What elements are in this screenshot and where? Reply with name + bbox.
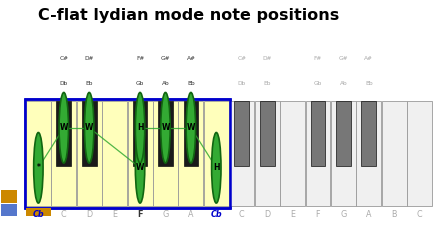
Circle shape: [186, 92, 196, 163]
Text: W: W: [85, 123, 93, 132]
Text: B: B: [392, 210, 397, 219]
Text: F: F: [137, 210, 143, 219]
Bar: [260, 101, 275, 166]
Text: D#: D#: [84, 56, 94, 61]
Text: Gb: Gb: [136, 81, 144, 86]
Text: E: E: [290, 210, 295, 219]
Text: C: C: [417, 210, 422, 219]
Text: W: W: [136, 163, 144, 172]
Bar: [311, 101, 325, 166]
Text: G#: G#: [161, 56, 170, 61]
Circle shape: [84, 92, 94, 163]
Text: Ab: Ab: [340, 81, 347, 86]
Text: D#: D#: [263, 56, 272, 61]
Text: G: G: [340, 210, 347, 219]
Circle shape: [136, 92, 145, 163]
Bar: [77, 101, 102, 206]
Circle shape: [212, 133, 221, 203]
Text: H: H: [213, 163, 220, 172]
Bar: [1, 190, 17, 202]
Bar: [336, 101, 351, 166]
Circle shape: [34, 133, 43, 203]
Bar: [102, 101, 127, 206]
Text: Bb: Bb: [187, 81, 195, 86]
Bar: [158, 101, 173, 166]
Text: W: W: [59, 123, 68, 132]
Text: Db: Db: [238, 81, 246, 86]
Bar: [56, 101, 71, 166]
Text: C#: C#: [59, 56, 68, 61]
Bar: [361, 101, 376, 166]
Bar: [255, 101, 279, 206]
Text: A#: A#: [187, 56, 195, 61]
Bar: [133, 101, 147, 166]
Bar: [82, 101, 97, 166]
Text: basicmusictheory.com: basicmusictheory.com: [7, 82, 11, 143]
Text: W: W: [161, 123, 170, 132]
Circle shape: [59, 92, 69, 163]
Bar: [128, 101, 153, 206]
Text: C: C: [61, 210, 66, 219]
Bar: [235, 101, 249, 166]
Text: G#: G#: [339, 56, 348, 61]
Text: A: A: [366, 210, 371, 219]
Bar: [280, 101, 305, 206]
Bar: [25, 99, 230, 208]
Bar: [407, 101, 432, 206]
Bar: [229, 101, 254, 206]
Bar: [356, 101, 381, 206]
Text: F#: F#: [314, 56, 322, 61]
Text: F#: F#: [136, 56, 144, 61]
Bar: [204, 101, 229, 206]
Text: Cb: Cb: [210, 210, 222, 219]
Text: D: D: [264, 210, 270, 219]
Text: F: F: [316, 210, 320, 219]
Text: G: G: [162, 210, 169, 219]
Bar: [179, 101, 203, 206]
Text: *: *: [37, 163, 40, 172]
Bar: [305, 101, 330, 206]
Bar: [331, 101, 356, 206]
Text: C#: C#: [237, 56, 246, 61]
Text: W: W: [187, 123, 195, 132]
Text: E: E: [112, 210, 117, 219]
Text: C-flat lydian mode note positions: C-flat lydian mode note positions: [38, 8, 340, 23]
Bar: [51, 101, 76, 206]
Bar: [382, 101, 407, 206]
Bar: [26, 208, 51, 216]
Text: C: C: [239, 210, 245, 219]
Text: A#: A#: [364, 56, 373, 61]
Text: Eb: Eb: [85, 81, 93, 86]
Text: Db: Db: [60, 81, 68, 86]
Circle shape: [136, 133, 145, 203]
Text: Gb: Gb: [314, 81, 322, 86]
Text: A: A: [188, 210, 194, 219]
Bar: [26, 101, 51, 206]
Text: Eb: Eb: [264, 81, 271, 86]
Circle shape: [161, 92, 170, 163]
Text: Ab: Ab: [161, 81, 169, 86]
Text: Bb: Bb: [365, 81, 373, 86]
Text: D: D: [86, 210, 92, 219]
Bar: [25, 99, 230, 208]
Text: Cb: Cb: [33, 210, 44, 219]
Bar: [183, 101, 198, 166]
Bar: [1, 204, 17, 216]
Bar: [153, 101, 178, 206]
Text: H: H: [137, 123, 143, 132]
